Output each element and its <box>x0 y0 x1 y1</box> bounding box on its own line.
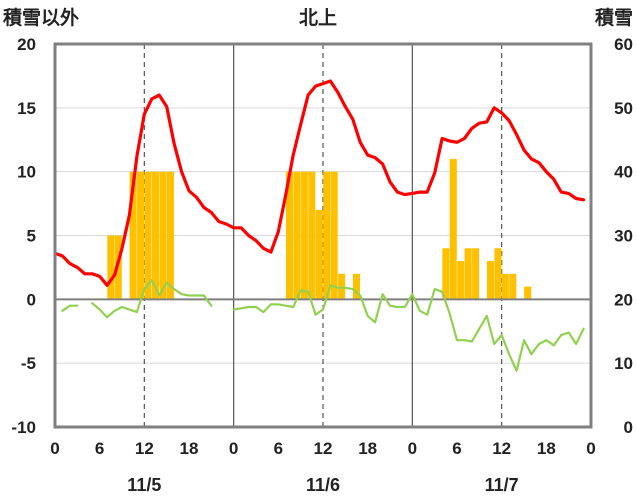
day-label: 11/6 <box>306 475 340 495</box>
temperature-line <box>53 79 586 287</box>
snow-bar <box>509 273 517 300</box>
snow-bar <box>457 261 465 300</box>
x-tick-label: 0 <box>229 439 238 458</box>
green-series-line <box>232 284 585 372</box>
left-tick-label: 5 <box>27 227 36 246</box>
left-tick-label: -5 <box>21 354 36 373</box>
snow-bar <box>494 248 502 300</box>
x-tick-label: 6 <box>95 439 104 458</box>
right-tick-label: 10 <box>614 354 633 373</box>
snow-depth-bars <box>107 158 532 300</box>
plot-border <box>53 42 593 429</box>
snow-bar <box>323 171 331 300</box>
x-tick-label: 0 <box>586 439 595 458</box>
x-tick-label: 0 <box>50 439 59 458</box>
green-series-line <box>91 279 213 319</box>
snow-bar <box>330 171 338 300</box>
x-tick-label: 18 <box>180 439 199 458</box>
snow-bar <box>442 248 450 300</box>
snow-bar <box>285 171 294 300</box>
right-tick-label: 40 <box>614 163 633 182</box>
x-tick-label: 12 <box>135 439 154 458</box>
snow-bar <box>338 273 346 300</box>
snow-bar <box>166 171 174 300</box>
left-tick-label: 10 <box>17 163 36 182</box>
snow-bar <box>524 286 532 300</box>
snow-bar <box>300 171 308 300</box>
left-tick-label: 0 <box>27 290 36 309</box>
snow-bar <box>308 171 316 300</box>
snow-bar <box>315 209 323 300</box>
x-axis-ticks: 0 6 12 18 0 6 12 18 0 6 12 18 0 <box>50 439 595 458</box>
left-tick-label: 15 <box>17 99 36 118</box>
left-axis-ticks: 20 15 10 5 0 -5 -10 <box>11 35 36 437</box>
snow-bar <box>293 171 301 300</box>
x-tick-label: 18 <box>537 439 556 458</box>
day-label: 11/5 <box>127 475 161 495</box>
x-tick-label: 6 <box>274 439 283 458</box>
x-tick-label: 12 <box>492 439 511 458</box>
left-axis-title: 積雪以外 <box>3 6 79 29</box>
plot-frame <box>53 42 593 429</box>
snow-bar <box>486 261 495 300</box>
snow-bar <box>144 171 152 300</box>
day-label: 11/7 <box>485 475 519 495</box>
x-tick-label: 6 <box>452 439 461 458</box>
right-tick-label: 30 <box>614 227 633 246</box>
snow-bar <box>449 158 457 300</box>
snow-bar <box>107 235 115 300</box>
x-tick-label: 12 <box>314 439 333 458</box>
snow-bar <box>159 171 167 300</box>
snow-bar <box>501 273 509 300</box>
x-tick-label: 0 <box>408 439 417 458</box>
snow-bar <box>129 171 137 300</box>
snow-bar <box>137 171 145 300</box>
right-tick-label: 20 <box>614 290 633 309</box>
snow-bar <box>151 171 160 300</box>
x-tick-label: 18 <box>358 439 377 458</box>
chart-title: 北上 <box>299 7 337 29</box>
left-tick-label: -10 <box>11 418 36 437</box>
right-tick-label: 50 <box>614 99 633 118</box>
snow-bar <box>472 248 480 300</box>
green-series-line <box>61 304 79 312</box>
snow-bar <box>352 273 361 300</box>
right-axis-ticks: 60 50 40 30 20 10 0 <box>614 35 633 437</box>
right-axis-title: 積雪 <box>595 6 633 29</box>
right-tick-label: 0 <box>624 418 633 437</box>
snow-bar <box>464 248 472 300</box>
left-tick-label: 20 <box>17 35 36 54</box>
right-tick-label: 60 <box>614 35 633 54</box>
day-labels: 11/5 11/6 11/7 <box>127 475 518 495</box>
